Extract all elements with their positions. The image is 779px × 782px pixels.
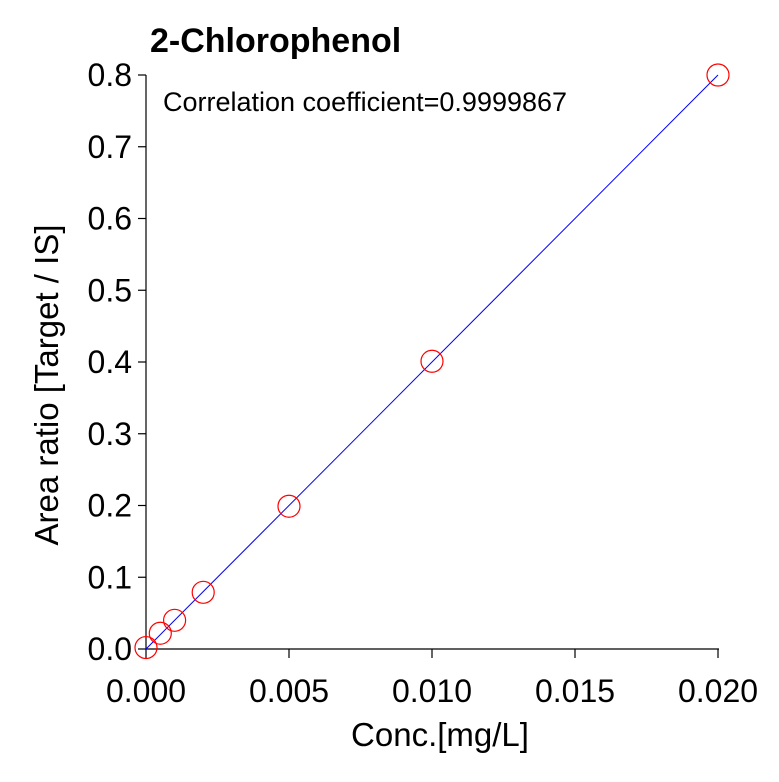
y-tick-label: 0.1 — [88, 559, 132, 595]
x-axis-ticks: 0.000 0.005 0.010 0.015 0.020 — [106, 649, 758, 709]
y-tick-label: 0.8 — [88, 57, 132, 93]
data-point — [148, 621, 172, 645]
x-tick-label: 0.000 — [106, 673, 186, 709]
regression-line-group — [145, 74, 719, 650]
y-tick-label: 0.6 — [88, 201, 132, 237]
data-points — [134, 63, 730, 660]
chart-title: 2-Chlorophenol — [150, 22, 401, 60]
data-point — [163, 608, 187, 632]
data-point — [420, 349, 444, 373]
y-axis-ticks: 0.0 0.1 0.2 0.3 0.4 0.5 0.6 0.7 0.8 — [88, 57, 146, 667]
y-tick-label: 0.0 — [88, 631, 132, 667]
regression-line — [145, 74, 719, 650]
x-axis-label: Conc.[mg/L] — [351, 716, 529, 753]
data-point — [706, 63, 730, 87]
data-point — [277, 494, 301, 518]
y-tick-label: 0.5 — [88, 272, 132, 308]
y-tick-label: 0.2 — [88, 488, 132, 524]
data-point — [191, 580, 215, 604]
x-tick-label: 0.005 — [249, 673, 329, 709]
data-point — [134, 635, 158, 660]
y-tick-label: 0.4 — [88, 344, 132, 380]
y-tick-label: 0.7 — [88, 129, 132, 165]
x-tick-label: 0.020 — [678, 673, 758, 709]
correlation-annotation: Correlation coefficient=0.9999867 — [163, 87, 567, 117]
x-tick-label: 0.015 — [535, 673, 615, 709]
x-tick-label: 0.010 — [392, 673, 472, 709]
y-tick-label: 0.3 — [88, 416, 132, 452]
y-axis-label: Area ratio [Target / IS] — [28, 225, 65, 546]
